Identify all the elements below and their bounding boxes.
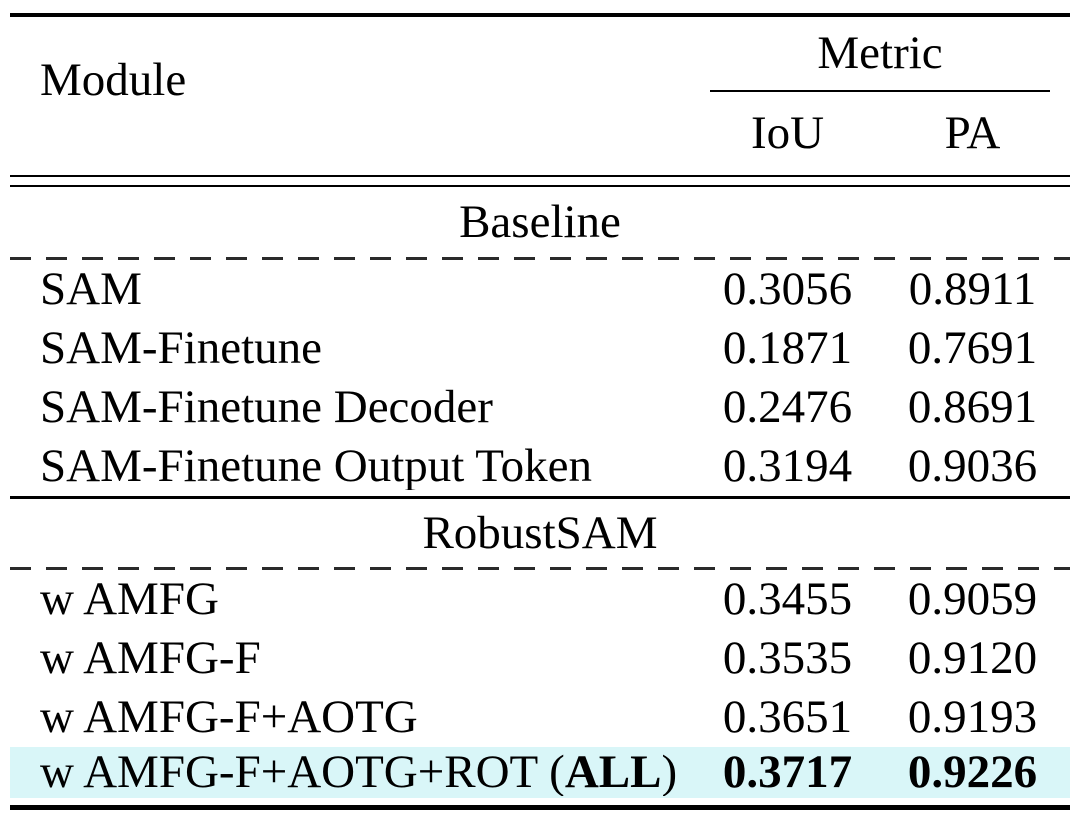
table-row: SAM 0.3056 0.8911: [10, 260, 1070, 319]
iou-value: 0.3194: [722, 440, 853, 492]
iou-value: 0.1871: [722, 322, 853, 374]
dashed-divider: [10, 257, 1070, 260]
table-header: Module Metric IoU PA: [10, 17, 1070, 175]
double-rule-line: [10, 175, 1070, 177]
section-title: RobustSAM: [422, 506, 658, 559]
metric-subheader-rule: [710, 90, 1050, 92]
metric-subheaders: IoU PA: [710, 92, 1050, 175]
module-cell: w AMFG-F: [40, 635, 710, 682]
pa-value: 0.8691: [907, 381, 1038, 433]
module-label-text: SAM-Finetune Output Token: [40, 443, 592, 490]
section-divider-rule: [10, 496, 1070, 499]
module-label-bold-text: ALL: [564, 749, 662, 796]
module-cell: SAM-Finetune Output Token: [40, 443, 710, 490]
pa-value: 0.9059: [907, 573, 1038, 625]
table-row: SAM-Finetune Output Token 0.3194 0.9036: [10, 437, 1070, 496]
pa-value: 0.9036: [907, 440, 1038, 492]
module-label-text: w AMFG-F+AOTG+ROT (: [40, 749, 565, 796]
module-label-text: SAM: [40, 266, 142, 313]
module-label-text: w AMFG-F: [40, 635, 261, 682]
pa-value: 0.9120: [907, 632, 1038, 684]
table-row: w AMFG 0.3455 0.9059: [10, 570, 1070, 629]
iou-value: 0.3455: [722, 573, 853, 625]
module-cell: w AMFG-F+AOTG+ROT (ALL): [40, 749, 710, 796]
table-row: w AMFG-F+AOTG+ROT (ALL) 0.3717 0.9226: [10, 747, 1070, 798]
table-row: SAM-Finetune Decoder 0.2476 0.8691: [10, 378, 1070, 437]
module-cell: SAM-Finetune Decoder: [40, 384, 710, 431]
module-cell: SAM: [40, 266, 710, 313]
iou-value: 0.3056: [722, 263, 853, 315]
metric-header-group: Metric IoU PA: [710, 17, 1050, 175]
table-row: w AMFG-F 0.3535 0.9120: [10, 629, 1070, 688]
module-label-text: w AMFG: [40, 576, 219, 623]
table-body: Baseline SAM 0.3056 0.8911 SAM-Finetune 0.187…: [10, 187, 1070, 798]
dashed-divider: [10, 567, 1070, 570]
bottom-rule: [10, 805, 1070, 810]
header-double-rule: [10, 175, 1070, 187]
pa-value: 0.7691: [907, 322, 1038, 374]
module-label-text: ): [661, 749, 678, 796]
module-cell: SAM-Finetune: [40, 325, 710, 372]
table-row: w AMFG-F+AOTG 0.3651 0.9193: [10, 688, 1070, 747]
iou-value: 0.3717: [722, 746, 853, 798]
iou-value: 0.3535: [722, 632, 853, 684]
section-title: Baseline: [459, 195, 621, 248]
column-header-iou: IoU: [750, 107, 825, 159]
module-label-text: SAM-Finetune Decoder: [40, 384, 493, 431]
column-header-pa: PA: [944, 107, 1001, 159]
column-header-metric: Metric: [817, 27, 943, 79]
pa-value: 0.9193: [907, 691, 1038, 743]
pa-value: 0.9226: [907, 746, 1038, 798]
pa-value: 0.8911: [908, 263, 1037, 315]
module-label-text: w AMFG-F+AOTG: [40, 694, 418, 741]
double-rule-gap: [10, 177, 1070, 185]
column-header-module: Module: [10, 17, 710, 175]
table-row: SAM-Finetune 0.1871 0.7691: [10, 319, 1070, 378]
module-label-text: SAM-Finetune: [40, 325, 322, 372]
ablation-table: Module Metric IoU PA Baseline SAM 0.3056 0.…: [10, 13, 1070, 810]
module-cell: w AMFG-F+AOTG: [40, 694, 710, 741]
module-header-label: Module: [40, 53, 187, 106]
iou-value: 0.2476: [722, 381, 853, 433]
module-cell: w AMFG: [40, 576, 710, 623]
top-rule: [10, 13, 1070, 17]
double-rule-line: [10, 185, 1070, 187]
iou-value: 0.3651: [722, 691, 853, 743]
